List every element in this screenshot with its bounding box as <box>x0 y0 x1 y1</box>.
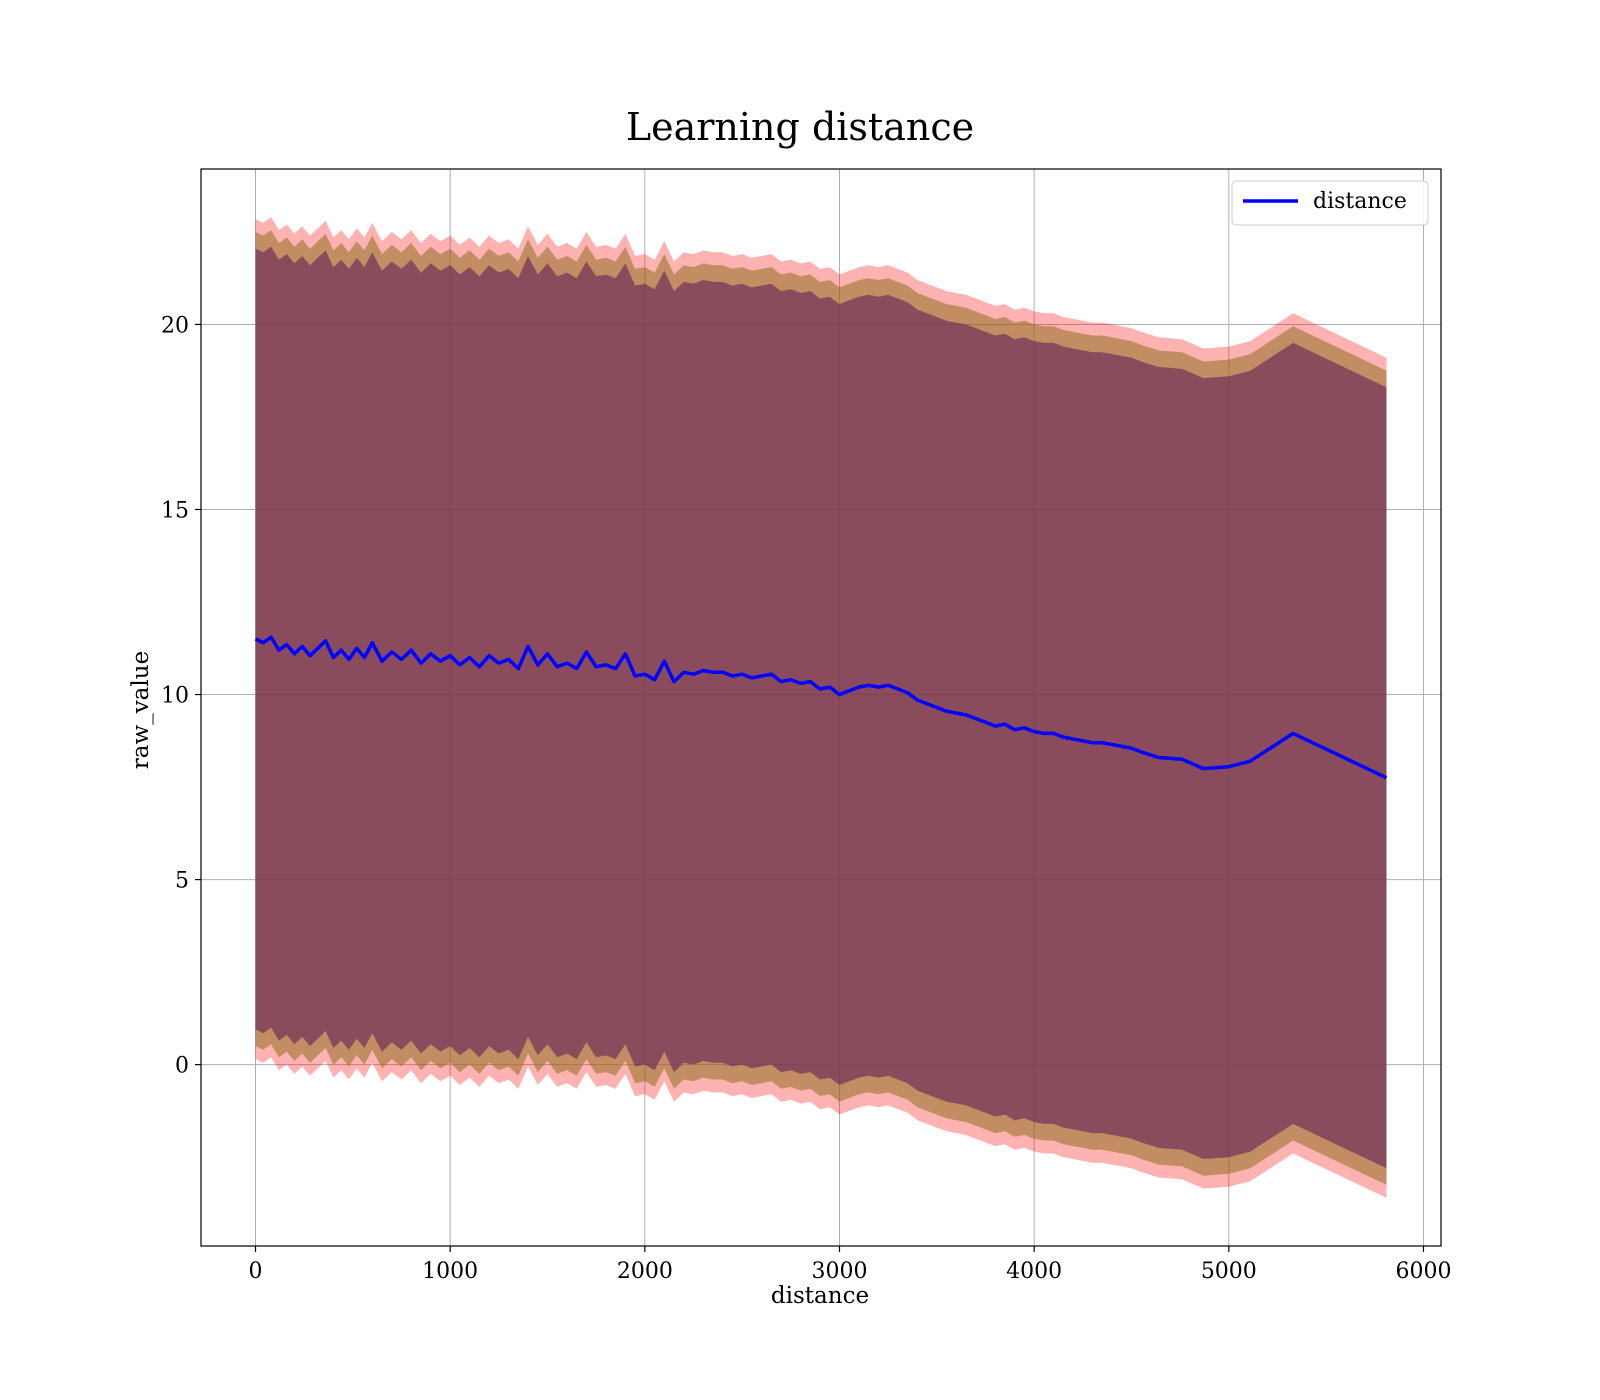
chart-title: Learning distance <box>626 105 974 149</box>
y-tick-label: 15 <box>161 498 189 523</box>
x-tick-label: 1000 <box>422 1259 478 1284</box>
x-tick-label: 6000 <box>1395 1259 1451 1284</box>
series-line-distance <box>254 635 1388 780</box>
y-tick-label: 10 <box>161 684 189 709</box>
legend-box <box>1231 180 1429 226</box>
x-tick-label: 4000 <box>1006 1259 1062 1284</box>
error-bands <box>255 217 1387 1198</box>
axis-ticks: 0 1000 2000 3000 4000 5000 6000 0 5 10 15 20 <box>161 313 1451 1284</box>
plot-frame <box>200 168 1442 1247</box>
x-tick-label: 2000 <box>617 1259 673 1284</box>
series-lines <box>254 635 1388 780</box>
y-tick-label: 5 <box>175 869 189 894</box>
x-tick-label: 5000 <box>1201 1259 1257 1284</box>
band-inner <box>255 246 1387 1169</box>
y-tick-label: 20 <box>161 313 189 338</box>
y-tick-label: 0 <box>175 1054 189 1079</box>
x-tick-label: 0 <box>249 1259 263 1284</box>
x-axis-label: distance <box>771 1283 869 1309</box>
x-tick-label: 3000 <box>811 1259 867 1284</box>
y-axis-label: raw_value <box>128 651 154 769</box>
legend-entry-distance: distance <box>1313 189 1407 214</box>
legend: distance <box>1231 180 1429 226</box>
